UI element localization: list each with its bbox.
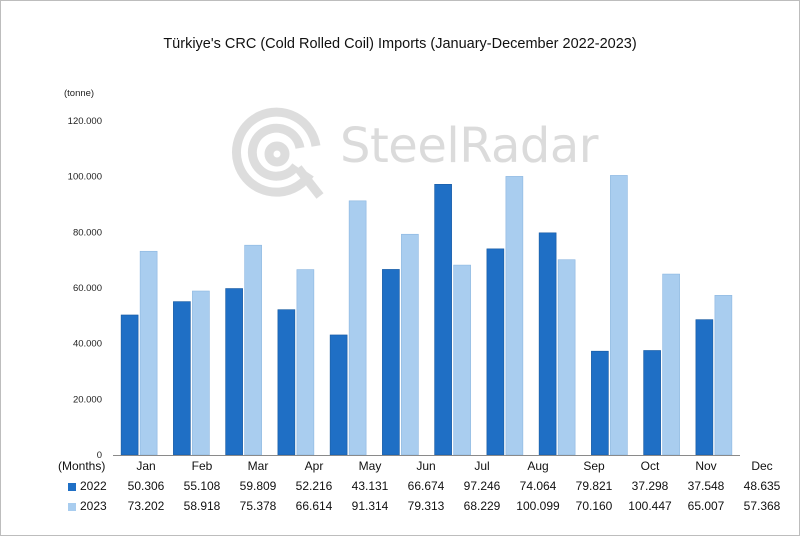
x-tick-label: Aug [527, 459, 549, 473]
data-label: 59.809 [239, 479, 277, 493]
bar-2023-sep [557, 259, 576, 456]
x-axis-title: (Months) [58, 459, 106, 473]
data-table: (Months) Jan Feb Mar Apr May Jun Jul Aug Sep Oct No… [58, 456, 790, 516]
x-tick-label: Feb [191, 459, 213, 473]
x-tick-label: May [358, 459, 382, 473]
legend-entry: 2022 [58, 476, 118, 496]
data-label: 79.821 [575, 479, 613, 493]
x-tick-label: Sep [583, 459, 605, 473]
data-label: 75.378 [239, 499, 277, 513]
legend-swatch-icon [68, 502, 76, 511]
data-label: 52.216 [295, 479, 333, 493]
bar-2022-may [329, 334, 348, 456]
x-tick-label: Nov [695, 459, 717, 473]
data-label: 48.635 [743, 479, 781, 493]
data-label: 79.313 [407, 499, 445, 513]
legend-label: 2022 [80, 479, 107, 493]
bar-2022-mar [225, 288, 243, 456]
data-label: 74.064 [519, 479, 557, 493]
y-tick-label: 120.000 [68, 116, 102, 127]
steelradar-logo-icon [231, 107, 324, 199]
bar-2022-jul [434, 184, 452, 456]
bar-2023-mar [244, 244, 262, 456]
x-tick-label: Jan [136, 459, 156, 473]
bar-2022-feb [173, 301, 191, 456]
bar-2023-jun [401, 233, 419, 456]
data-label: 70.160 [575, 499, 613, 513]
y-axis-ticks: 0 20.000 40.000 60.000 80.000 100.000 120.000 [68, 116, 102, 461]
data-label: 100.447 [628, 499, 672, 513]
bar-2023-may [348, 200, 367, 456]
data-label: 68.229 [463, 499, 501, 513]
data-label: 50.306 [127, 479, 165, 493]
x-tick-label: Jun [416, 459, 436, 473]
x-tick-label: Dec [751, 459, 773, 473]
data-label: 65.007 [687, 499, 725, 513]
x-tick-label: Jul [474, 459, 490, 473]
x-tick-label: Apr [304, 459, 324, 473]
bar-2023-aug [505, 176, 524, 456]
bar-2022-jan [120, 314, 139, 456]
bar-2022-oct [591, 350, 609, 456]
data-label: 73.202 [127, 499, 165, 513]
y-tick-label: 100.000 [68, 172, 102, 183]
y-tick-label: 0 [97, 450, 102, 461]
table-header-row: (Months) Jan Feb Mar Apr May Jun Jul Aug Sep Oct No… [58, 456, 790, 476]
bar-2023-oct [610, 175, 628, 456]
y-axis-unit-label: (tonne) [64, 88, 95, 99]
legend-label: 2023 [80, 499, 107, 513]
watermark-text: SteelRadar [340, 118, 599, 174]
bar-2022-aug [486, 248, 505, 456]
y-tick-label: 60.000 [73, 283, 102, 294]
legend-swatch-icon [68, 482, 76, 491]
data-label: 97.246 [463, 479, 501, 493]
data-label: 91.314 [351, 499, 389, 513]
data-label: 66.614 [295, 499, 333, 513]
data-label: 57.368 [743, 499, 781, 513]
y-tick-label: 20.000 [73, 394, 102, 405]
table-row-2023: 2023 73.202 58.918 75.378 66.614 91.314 79.313… [58, 496, 790, 516]
data-label: 43.131 [351, 479, 389, 493]
y-tick-label: 40.000 [73, 339, 102, 350]
bar-2023-jan [139, 250, 158, 456]
watermark: SteelRadar [228, 104, 608, 204]
bar-2023-dec [714, 295, 733, 456]
bar-2022-apr [277, 309, 296, 456]
bar-2023-jul [453, 264, 471, 456]
table-row-2022: 2022 50.306 55.108 59.809 52.216 43.131 66.674… [58, 476, 790, 496]
y-tick-label: 80.000 [73, 227, 102, 238]
bar-2023-apr [296, 269, 315, 456]
data-label: 58.918 [183, 499, 221, 513]
bar-2022-sep [538, 232, 557, 456]
x-tick-label: Mar [247, 459, 269, 473]
data-label: 37.548 [687, 479, 725, 493]
data-label: 37.298 [631, 479, 669, 493]
legend-entry: 2023 [58, 496, 118, 516]
x-tick-label: Oct [640, 459, 660, 473]
data-label: 100.099 [516, 499, 560, 513]
chart-title: Türkiye's CRC (Cold Rolled Coil) Imports… [163, 36, 637, 52]
bar-2023-feb [192, 290, 210, 456]
data-label: 66.674 [407, 479, 445, 493]
bar-2023-nov [662, 273, 680, 456]
bar-2022-nov [643, 350, 661, 456]
bars [120, 175, 733, 456]
bar-2022-jun [382, 269, 400, 456]
data-label: 55.108 [183, 479, 221, 493]
bar-2022-dec [695, 319, 714, 456]
